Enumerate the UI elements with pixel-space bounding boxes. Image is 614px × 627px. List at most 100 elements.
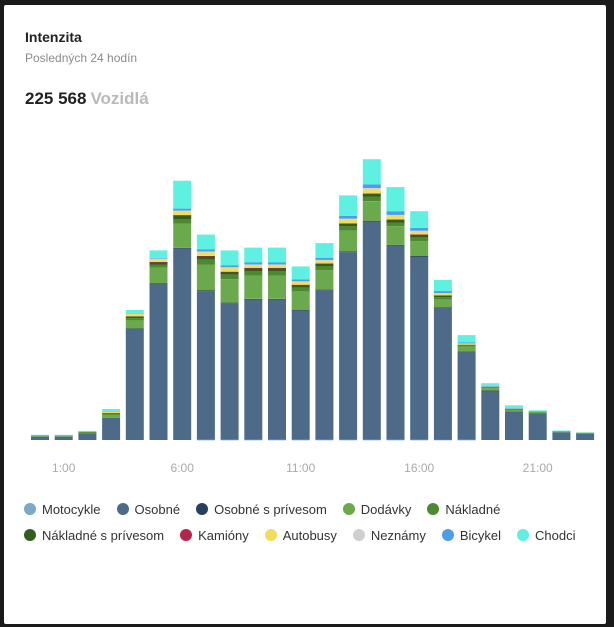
bar-900-seg-10[interactable] [244, 247, 263, 263]
bar-1300-seg-0[interactable] [339, 439, 358, 441]
bar-1700-seg-5[interactable] [433, 295, 452, 298]
bar-000-seg-3[interactable] [31, 435, 49, 437]
bar-2100-seg-3[interactable] [528, 411, 547, 414]
bar-1800-seg-9[interactable] [457, 342, 476, 344]
bar-400-seg-10[interactable] [125, 310, 144, 313]
bar-100-seg-5[interactable] [54, 435, 73, 437]
bar-1600-seg-7[interactable] [410, 231, 429, 235]
bar-1100-seg-10[interactable] [291, 266, 310, 280]
bar-300-seg-5[interactable] [102, 413, 121, 414]
legend-item[interactable]: Autobusy [264, 527, 337, 543]
bar-1600-seg-6[interactable] [410, 234, 429, 235]
bar-300-seg-4[interactable] [102, 414, 121, 415]
bar-1100-seg-1[interactable] [291, 310, 310, 440]
bar-1100-seg-0[interactable] [291, 439, 310, 441]
bar-2100-seg-7[interactable] [528, 411, 547, 412]
bar-1300-seg-5[interactable] [339, 223, 358, 227]
bar-400-seg-7[interactable] [125, 313, 144, 317]
bar-2000-seg-3[interactable] [505, 409, 523, 412]
bar-500-seg-1[interactable] [149, 284, 168, 440]
bar-900-seg-4[interactable] [244, 271, 263, 276]
bar-1900-seg-9[interactable] [481, 386, 500, 387]
bar-800-seg-6[interactable] [220, 271, 239, 273]
bar-1200-seg-5[interactable] [315, 263, 334, 267]
bar-1300-seg-4[interactable] [339, 226, 358, 231]
bar-2000-seg-9[interactable] [505, 408, 523, 409]
bar-400-seg-9[interactable] [125, 312, 144, 314]
bar-1300-seg-8[interactable] [339, 218, 358, 220]
legend-item[interactable]: Chodci [517, 527, 575, 543]
bar-500-seg-10[interactable] [149, 250, 168, 258]
bar-1500-seg-10[interactable] [386, 187, 405, 212]
bar-1300-seg-10[interactable] [339, 195, 358, 216]
bar-1200-seg-1[interactable] [315, 290, 334, 440]
bar-2200-seg-10[interactable] [552, 430, 571, 432]
bar-1000-seg-0[interactable] [268, 439, 286, 441]
bar-900-seg-1[interactable] [244, 299, 263, 440]
bar-2300-seg-3[interactable] [576, 433, 595, 434]
bar-1500-seg-7[interactable] [386, 215, 405, 220]
bar-1400-seg-4[interactable] [362, 196, 381, 202]
bar-1500-seg-3[interactable] [386, 226, 405, 245]
bar-1100-seg-3[interactable] [291, 291, 310, 310]
bar-1400-seg-5[interactable] [362, 193, 381, 197]
bar-1900-seg-5[interactable] [481, 387, 500, 388]
bar-1900-seg-4[interactable] [481, 387, 500, 389]
bar-1600-seg-10[interactable] [410, 211, 429, 228]
bar-1400-seg-10[interactable] [362, 159, 381, 185]
bar-200-seg-7[interactable] [78, 431, 97, 432]
bar-500-seg-6[interactable] [149, 261, 168, 263]
bar-1700-seg-8[interactable] [433, 292, 452, 294]
bar-1000-seg-4[interactable] [268, 271, 286, 276]
bar-1200-seg-9[interactable] [315, 258, 334, 260]
bar-500-seg-7[interactable] [149, 259, 168, 262]
bar-2300-seg-10[interactable] [576, 432, 595, 433]
bar-300-seg-10[interactable] [102, 409, 121, 411]
bar-2300-seg-7[interactable] [576, 432, 595, 434]
bar-500-seg-2[interactable] [149, 283, 168, 284]
bar-1900-seg-10[interactable] [481, 383, 500, 386]
bar-000-seg-10[interactable] [31, 434, 49, 436]
bar-700-seg-7[interactable] [196, 252, 215, 256]
bar-2200-seg-1[interactable] [552, 432, 571, 440]
bar-2200-seg-7[interactable] [552, 431, 571, 432]
bar-2100-seg-1[interactable] [528, 413, 547, 440]
bar-1200-seg-7[interactable] [315, 260, 334, 264]
bar-1800-seg-0[interactable] [457, 439, 476, 441]
bar-200-seg-4[interactable] [78, 432, 97, 433]
bar-700-seg-4[interactable] [196, 259, 215, 265]
bar-1000-seg-6[interactable] [268, 268, 286, 269]
bar-100-seg-1[interactable] [54, 436, 73, 440]
bar-1500-seg-2[interactable] [386, 244, 405, 246]
bar-900-seg-9[interactable] [244, 262, 263, 265]
bar-1600-seg-1[interactable] [410, 256, 429, 440]
bar-1100-seg-8[interactable] [291, 281, 310, 282]
bar-400-seg-5[interactable] [125, 316, 144, 319]
bar-1700-seg-0[interactable] [433, 439, 452, 441]
bar-000-seg-1[interactable] [31, 436, 49, 440]
bar-1400-seg-9[interactable] [362, 184, 381, 188]
bar-1300-seg-7[interactable] [339, 219, 358, 224]
bar-900-seg-6[interactable] [244, 268, 263, 269]
bar-1700-seg-4[interactable] [433, 297, 452, 300]
bar-1500-seg-5[interactable] [386, 219, 405, 223]
bar-800-seg-9[interactable] [220, 265, 239, 268]
bar-700-seg-0[interactable] [196, 439, 215, 441]
bar-1600-seg-0[interactable] [410, 439, 429, 441]
bar-400-seg-1[interactable] [125, 328, 144, 440]
legend-item[interactable]: Osobné s prívesom [196, 501, 327, 517]
bar-800-seg-0[interactable] [220, 439, 239, 441]
bar-1900-seg-1[interactable] [481, 390, 500, 440]
legend-item[interactable]: Nákladné s prívesom [24, 527, 164, 543]
bar-900-seg-3[interactable] [244, 275, 263, 299]
bar-1000-seg-9[interactable] [268, 262, 286, 265]
legend-item[interactable]: Motocykle [24, 501, 101, 517]
bar-1800-seg-7[interactable] [457, 343, 476, 345]
bar-1700-seg-7[interactable] [433, 293, 452, 296]
bar-1000-seg-2[interactable] [268, 298, 286, 300]
bar-600-seg-7[interactable] [173, 211, 192, 216]
bar-1100-seg-2[interactable] [291, 310, 310, 311]
bar-100-seg-7[interactable] [54, 435, 73, 436]
legend-item[interactable]: Nákladné [427, 501, 500, 517]
bar-1000-seg-10[interactable] [268, 247, 286, 263]
